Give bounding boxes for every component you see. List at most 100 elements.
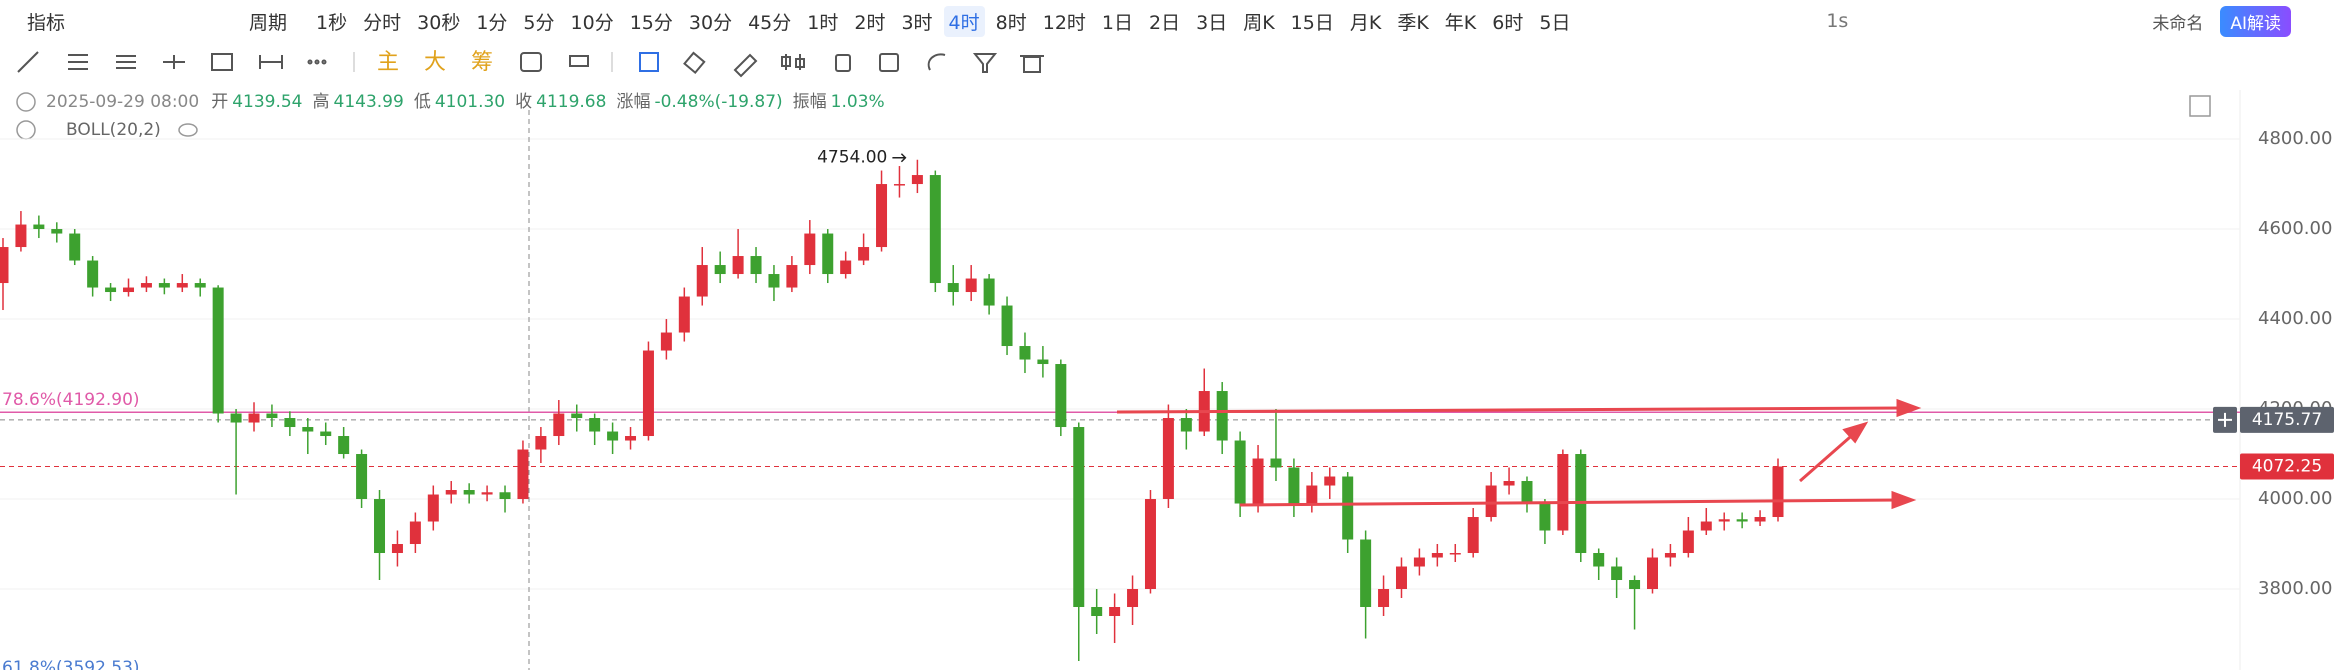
candle-body xyxy=(517,449,529,500)
chip-button[interactable]: 主 xyxy=(377,50,399,75)
annotation-arrows xyxy=(1116,398,1922,510)
candle-body xyxy=(1144,499,1156,590)
candle-body xyxy=(499,492,511,500)
interval-button[interactable]: 6时 xyxy=(1492,11,1524,34)
candle-body xyxy=(302,427,314,432)
price-tag xyxy=(2240,453,2334,480)
candle-body xyxy=(1485,485,1497,518)
candle-body xyxy=(1324,476,1336,486)
chip-button[interactable]: 大 xyxy=(424,50,446,75)
interval-button[interactable]: 5分 xyxy=(523,11,555,34)
candle-body xyxy=(1629,580,1641,590)
candle-body xyxy=(1395,566,1407,590)
interval-button[interactable]: 3日 xyxy=(1196,11,1228,34)
candle-body xyxy=(105,287,117,293)
candle-body xyxy=(840,260,852,275)
candle-body xyxy=(445,490,457,495)
candle-body xyxy=(553,413,565,437)
candle-body xyxy=(391,544,403,554)
fib-label: 61.8%(3592.53) xyxy=(2,658,140,670)
interval-button[interactable]: 30秒 xyxy=(417,11,461,34)
candle-body xyxy=(194,283,206,288)
interval-button[interactable]: 2日 xyxy=(1149,11,1181,34)
interval-button[interactable]: 年K xyxy=(1444,11,1477,34)
indicator-label: BOLL(20,2) xyxy=(66,120,161,140)
visibility-icon[interactable] xyxy=(178,123,198,137)
candle-body xyxy=(1127,589,1139,608)
interval-button[interactable]: 15分 xyxy=(629,11,673,34)
top-toolbar: 指标 周期 1秒 分时 30秒 1分 5分 10分 15分 30分 45分 1时 2时 3时 4时 8时 12时… xyxy=(0,0,2343,42)
chip-button[interactable]: 筹 xyxy=(471,50,493,75)
interval-button[interactable]: 4时 xyxy=(943,5,985,37)
interval-button[interactable]: 分时 xyxy=(363,11,402,34)
candle-body xyxy=(338,436,350,455)
candle-body xyxy=(714,265,726,275)
interval-button[interactable]: 2时 xyxy=(854,11,886,34)
interval-button[interactable]: 1时 xyxy=(807,11,839,34)
interval-button[interactable]: 8时 xyxy=(995,11,1027,34)
price-tags: 4175.77 4072.25 xyxy=(2213,406,2334,480)
candle-body xyxy=(1234,440,1246,504)
grid: 3800.004000.004200.004400.004600.004800.… xyxy=(0,90,2332,670)
y-tick-label: 4000.00 xyxy=(2258,488,2332,509)
interval-button[interactable]: 周K xyxy=(1243,11,1275,34)
candle-body xyxy=(1109,607,1121,617)
interval-button[interactable]: 15日 xyxy=(1290,11,1334,34)
datetime: 2025-09-29 08:00 xyxy=(46,92,199,112)
candle-body xyxy=(1539,503,1551,531)
candle-body xyxy=(965,278,977,293)
candle-body xyxy=(1413,557,1425,567)
interval-button[interactable]: 月K xyxy=(1349,11,1382,34)
ai-button[interactable]: AI解读 xyxy=(2220,5,2291,37)
plus-icon xyxy=(2218,412,2232,427)
y-tick-label: 4600.00 xyxy=(2258,218,2332,239)
candle-body xyxy=(589,418,601,432)
interval-button[interactable]: 10分 xyxy=(570,11,614,34)
refresh-rate[interactable]: 1s xyxy=(1826,10,1849,32)
field-label: 涨幅 xyxy=(616,92,650,112)
share-icon[interactable] xyxy=(2303,19,2337,23)
high-label: 4754.00 xyxy=(817,148,887,168)
field-value: 4139.54 xyxy=(232,92,302,112)
interval-button[interactable]: 1日 xyxy=(1101,11,1134,34)
price-tag-label: 4072.25 xyxy=(2252,457,2322,477)
period-button[interactable]: 周期 xyxy=(249,11,288,34)
candle-body xyxy=(660,332,672,351)
candle-body xyxy=(876,184,888,248)
candle-body xyxy=(804,233,816,266)
collapse-icon[interactable] xyxy=(16,92,36,112)
interval-button[interactable]: 3时 xyxy=(901,11,933,34)
candle-body xyxy=(0,247,9,284)
interval-button[interactable]: 45分 xyxy=(748,11,792,34)
field-value: 4143.99 xyxy=(334,92,404,112)
candle-body xyxy=(1611,566,1623,581)
interval-button[interactable]: 季K xyxy=(1397,11,1429,34)
field-label: 低 xyxy=(414,92,431,112)
field-value: -0.48%(-19.87) xyxy=(654,92,782,112)
fib-label: 78.6%(4192.90) xyxy=(2,390,140,410)
interval-button[interactable]: 1分 xyxy=(476,11,508,34)
candle-body xyxy=(427,494,439,522)
field-label: 开 xyxy=(211,92,228,112)
candle-body xyxy=(822,233,834,275)
candle-body xyxy=(1055,364,1067,428)
y-tick-label: 3800.00 xyxy=(2258,578,2332,599)
candle-body xyxy=(1593,553,1605,567)
candle-body xyxy=(607,431,619,441)
layout-name[interactable]: 未命名 xyxy=(2152,13,2204,34)
candle-body xyxy=(1431,553,1443,558)
field-label: 收 xyxy=(515,92,532,112)
candle-body xyxy=(786,265,798,288)
interval-button[interactable]: 5日 xyxy=(1539,11,1571,34)
interval-button[interactable]: 30分 xyxy=(688,11,733,34)
candle-body xyxy=(1180,418,1192,432)
interval-button[interactable]: 12时 xyxy=(1042,11,1086,34)
indicator-button[interactable]: 指标 xyxy=(27,11,66,34)
interval-button[interactable]: 1秒 xyxy=(316,11,348,34)
expand-icon[interactable] xyxy=(2189,95,2211,117)
candle-body xyxy=(356,454,368,500)
collapse-icon[interactable] xyxy=(16,120,36,140)
candle-body xyxy=(1772,466,1784,518)
candle-body xyxy=(1162,418,1174,500)
